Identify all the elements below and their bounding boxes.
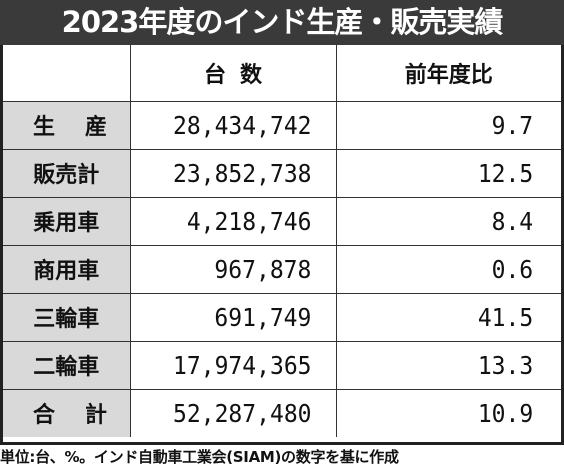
production-sales-table: 台数 前年度比 生産 28,434,742 9.7 販売計 23,852,738… bbox=[3, 45, 561, 437]
table-row-production: 生産 28,434,742 9.7 bbox=[3, 101, 561, 150]
header-count: 台数 bbox=[129, 45, 337, 102]
table-row-sales-total: 販売計 23,852,738 12.5 bbox=[3, 148, 561, 198]
row-label: 二輪車 bbox=[3, 340, 131, 390]
header-ratio: 前年度比 bbox=[335, 45, 561, 102]
source-footnote: 単位:台、%。インド自動車工業会(SIAM)の数字を基に作成 bbox=[0, 448, 399, 466]
header-corner bbox=[3, 45, 131, 102]
table-title: 2023年度のインド生産・販売実績 bbox=[0, 0, 564, 45]
row-ratio: 12.5 bbox=[335, 148, 561, 198]
row-ratio: 10.9 bbox=[335, 388, 561, 437]
table-row-passenger: 乗用車 4,218,746 8.4 bbox=[3, 196, 561, 246]
row-ratio: 8.4 bbox=[335, 196, 561, 246]
row-label: 商用車 bbox=[3, 244, 131, 294]
row-ratio: 41.5 bbox=[335, 292, 561, 342]
table-row-commercial: 商用車 967,878 0.6 bbox=[3, 244, 561, 294]
row-count: 4,218,746 bbox=[129, 196, 337, 246]
row-count: 28,434,742 bbox=[129, 101, 337, 150]
row-label: 販売計 bbox=[3, 148, 131, 198]
row-ratio: 13.3 bbox=[335, 340, 561, 390]
row-label: 乗用車 bbox=[3, 196, 131, 246]
row-label: 三輪車 bbox=[3, 292, 131, 342]
row-count: 967,878 bbox=[129, 244, 337, 294]
row-ratio: 0.6 bbox=[335, 244, 561, 294]
table-row-three-wheeler: 三輪車 691,749 41.5 bbox=[3, 292, 561, 342]
row-label: 生産 bbox=[3, 101, 131, 150]
row-count: 52,287,480 bbox=[129, 388, 337, 437]
table-row-grand-total: 合計 52,287,480 10.9 bbox=[3, 388, 561, 437]
row-count: 23,852,738 bbox=[129, 148, 337, 198]
row-count: 17,974,365 bbox=[129, 340, 337, 390]
data-table-frame: 台数 前年度比 生産 28,434,742 9.7 販売計 23,852,738… bbox=[0, 45, 564, 445]
table-header-row: 台数 前年度比 bbox=[3, 45, 561, 102]
row-label: 合計 bbox=[3, 388, 131, 437]
row-count: 691,749 bbox=[129, 292, 337, 342]
table-row-two-wheeler: 二輪車 17,974,365 13.3 bbox=[3, 340, 561, 390]
row-ratio: 9.7 bbox=[335, 101, 561, 150]
